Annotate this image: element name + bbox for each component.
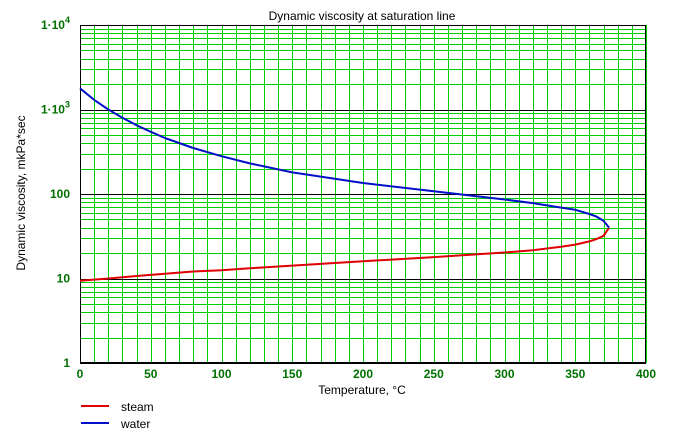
x-tick-label: 50 bbox=[144, 367, 158, 381]
x-tick-label: 250 bbox=[424, 367, 444, 381]
x-tick-labels: 0 50 100 150 200 250 300 350 400 bbox=[77, 367, 657, 381]
y-axis-label: Dynamic viscosity, mkPa*sec bbox=[14, 115, 28, 270]
legend-label-water: water bbox=[120, 417, 150, 431]
legend-item-water: water bbox=[81, 417, 150, 431]
legend-label-steam: steam bbox=[121, 400, 154, 414]
x-axis-label: Temperature, °C bbox=[318, 383, 406, 397]
series-lines bbox=[79, 87, 610, 282]
series-line-water bbox=[79, 87, 610, 229]
x-tick-label: 400 bbox=[636, 367, 656, 381]
y-tick-label: 10 bbox=[57, 272, 71, 286]
x-tick-label: 0 bbox=[77, 367, 84, 381]
series-line-steam bbox=[79, 227, 610, 282]
x-tick-label: 150 bbox=[282, 367, 302, 381]
chart-title: Dynamic viscosity at saturation line bbox=[269, 9, 456, 23]
y-tick-label: 1·103 bbox=[41, 100, 70, 117]
grid bbox=[80, 25, 647, 364]
y-tick-label: 1 bbox=[63, 356, 70, 370]
y-tick-labels: 1 10 100 1·103 1·104 bbox=[41, 15, 70, 370]
x-tick-label: 200 bbox=[353, 367, 373, 381]
legend: steam water bbox=[81, 400, 154, 431]
x-tick-label: 100 bbox=[211, 367, 231, 381]
y-tick-label: 100 bbox=[50, 187, 70, 201]
x-tick-label: 300 bbox=[494, 367, 514, 381]
y-tick-label: 1·104 bbox=[41, 15, 70, 32]
plot-frame bbox=[80, 25, 646, 363]
legend-item-steam: steam bbox=[81, 400, 154, 414]
x-tick-label: 350 bbox=[565, 367, 585, 381]
